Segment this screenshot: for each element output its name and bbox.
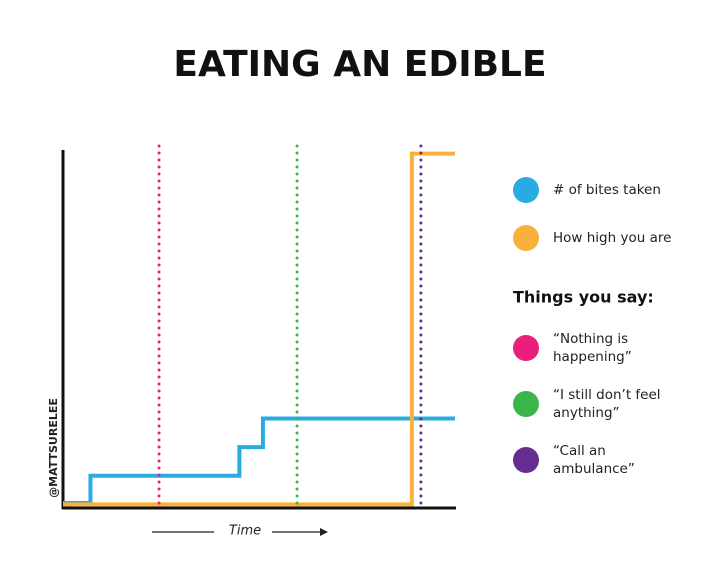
legend-label: “I still don’t feel anything” xyxy=(553,387,661,421)
x-axis-label: Time xyxy=(229,524,261,539)
legend-swatch xyxy=(513,177,539,203)
legend-label: “Nothing is happening” xyxy=(553,331,632,365)
series-line xyxy=(63,151,455,507)
legend-label: “Call an ambulance” xyxy=(553,443,635,477)
legend-swatch xyxy=(513,225,539,251)
legend-swatch xyxy=(513,391,539,417)
credit: @MATTSURELEE xyxy=(47,398,60,498)
legend-swatch xyxy=(513,447,539,473)
legend-swatch xyxy=(513,335,539,361)
chart-title: EATING AN EDIBLE xyxy=(173,44,546,85)
legend-heading: Things you say: xyxy=(513,288,654,307)
legend-label: # of bites taken xyxy=(553,182,661,198)
legend-label: How high you are xyxy=(553,230,672,246)
arrow-head xyxy=(320,528,328,536)
series-line xyxy=(63,416,455,505)
